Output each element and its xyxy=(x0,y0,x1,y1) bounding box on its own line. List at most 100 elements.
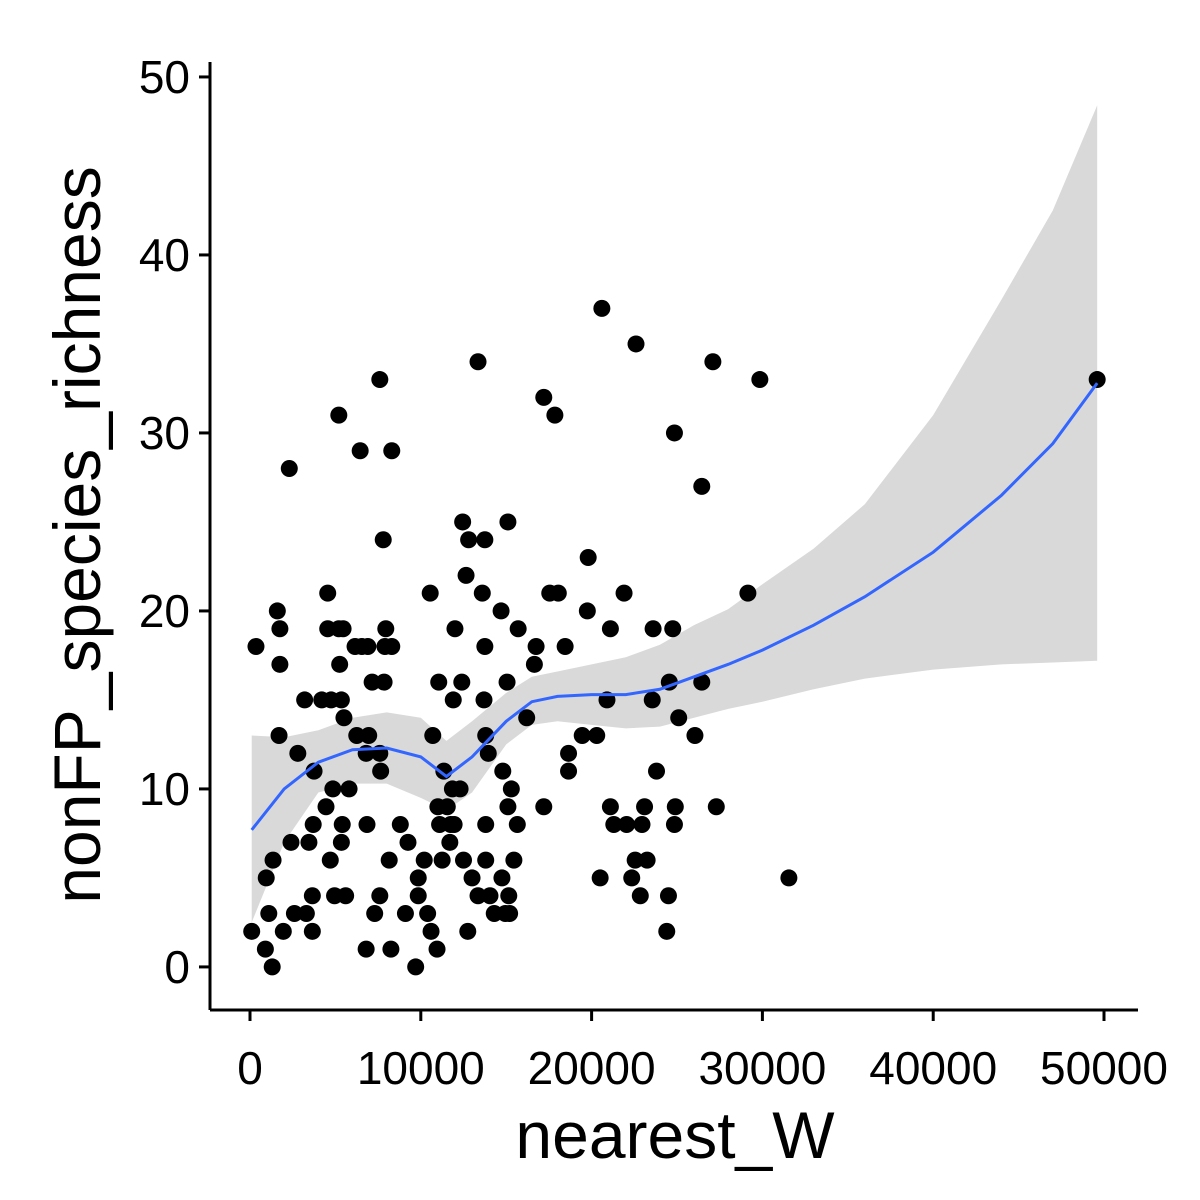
point xyxy=(383,638,401,656)
point xyxy=(479,744,497,762)
point xyxy=(476,638,494,656)
point xyxy=(340,780,358,798)
point xyxy=(358,816,376,834)
point xyxy=(282,833,300,851)
point xyxy=(666,798,684,816)
point xyxy=(446,620,464,638)
point xyxy=(454,513,472,531)
point xyxy=(280,460,298,478)
point xyxy=(460,531,478,549)
point xyxy=(359,638,377,656)
point xyxy=(319,584,337,602)
point xyxy=(271,655,289,673)
point xyxy=(631,887,649,905)
point xyxy=(270,727,288,745)
y-tick-label: 0 xyxy=(164,941,190,993)
point xyxy=(380,851,398,869)
point xyxy=(579,549,597,567)
point xyxy=(636,798,654,816)
point xyxy=(407,958,425,976)
point xyxy=(383,442,401,460)
point xyxy=(303,887,321,905)
point xyxy=(428,940,446,958)
point xyxy=(693,673,711,691)
point xyxy=(332,833,350,851)
point xyxy=(334,620,352,638)
point xyxy=(588,727,606,745)
point xyxy=(477,816,495,834)
point xyxy=(371,371,389,389)
point xyxy=(296,691,314,709)
point xyxy=(751,371,769,389)
point xyxy=(421,584,439,602)
point xyxy=(297,905,315,923)
point xyxy=(509,620,527,638)
point xyxy=(337,887,355,905)
y-tick-label: 10 xyxy=(139,763,190,815)
point xyxy=(455,851,473,869)
point xyxy=(670,709,688,727)
point xyxy=(525,655,543,673)
point xyxy=(475,691,493,709)
point xyxy=(502,780,520,798)
point xyxy=(300,833,318,851)
point xyxy=(605,816,623,834)
y-tick-label: 30 xyxy=(139,407,190,459)
point xyxy=(633,816,651,834)
point xyxy=(304,816,322,834)
point xyxy=(351,442,369,460)
point xyxy=(363,673,381,691)
point xyxy=(500,887,518,905)
point xyxy=(415,851,433,869)
point xyxy=(469,353,487,371)
point xyxy=(332,691,350,709)
confidence-band xyxy=(251,105,1098,923)
axis-layer xyxy=(199,62,1138,1021)
point xyxy=(348,727,366,745)
point xyxy=(409,887,427,905)
point xyxy=(264,851,282,869)
smooth-line xyxy=(250,382,1099,831)
point xyxy=(473,584,491,602)
point xyxy=(463,869,481,887)
point xyxy=(648,762,666,780)
x-tick-label: 50000 xyxy=(1040,1042,1168,1094)
point xyxy=(593,299,611,317)
point xyxy=(623,869,641,887)
point xyxy=(693,477,711,495)
point xyxy=(665,816,683,834)
band-layer xyxy=(251,105,1098,923)
point xyxy=(375,673,393,691)
point xyxy=(498,673,516,691)
line-layer xyxy=(250,382,1099,831)
point xyxy=(638,851,656,869)
point xyxy=(441,833,459,851)
point xyxy=(377,620,395,638)
point xyxy=(459,922,477,940)
point xyxy=(578,602,596,620)
point xyxy=(399,833,417,851)
point xyxy=(324,780,342,798)
point xyxy=(391,816,409,834)
point xyxy=(518,709,536,727)
point xyxy=(739,584,757,602)
point xyxy=(686,727,704,745)
point xyxy=(247,638,265,656)
x-tick-label: 30000 xyxy=(698,1042,826,1094)
point xyxy=(707,798,725,816)
y-tick-label: 40 xyxy=(139,229,190,281)
point xyxy=(333,816,351,834)
point xyxy=(481,887,499,905)
point xyxy=(257,869,275,887)
point xyxy=(505,851,523,869)
point xyxy=(780,869,798,887)
point xyxy=(366,905,384,923)
point xyxy=(445,816,463,834)
point xyxy=(643,691,661,709)
x-tick-label: 10000 xyxy=(357,1042,485,1094)
point xyxy=(665,424,683,442)
x-axis-title: nearest_W xyxy=(515,1098,835,1172)
point xyxy=(289,744,307,762)
point xyxy=(591,869,609,887)
point xyxy=(419,905,437,923)
